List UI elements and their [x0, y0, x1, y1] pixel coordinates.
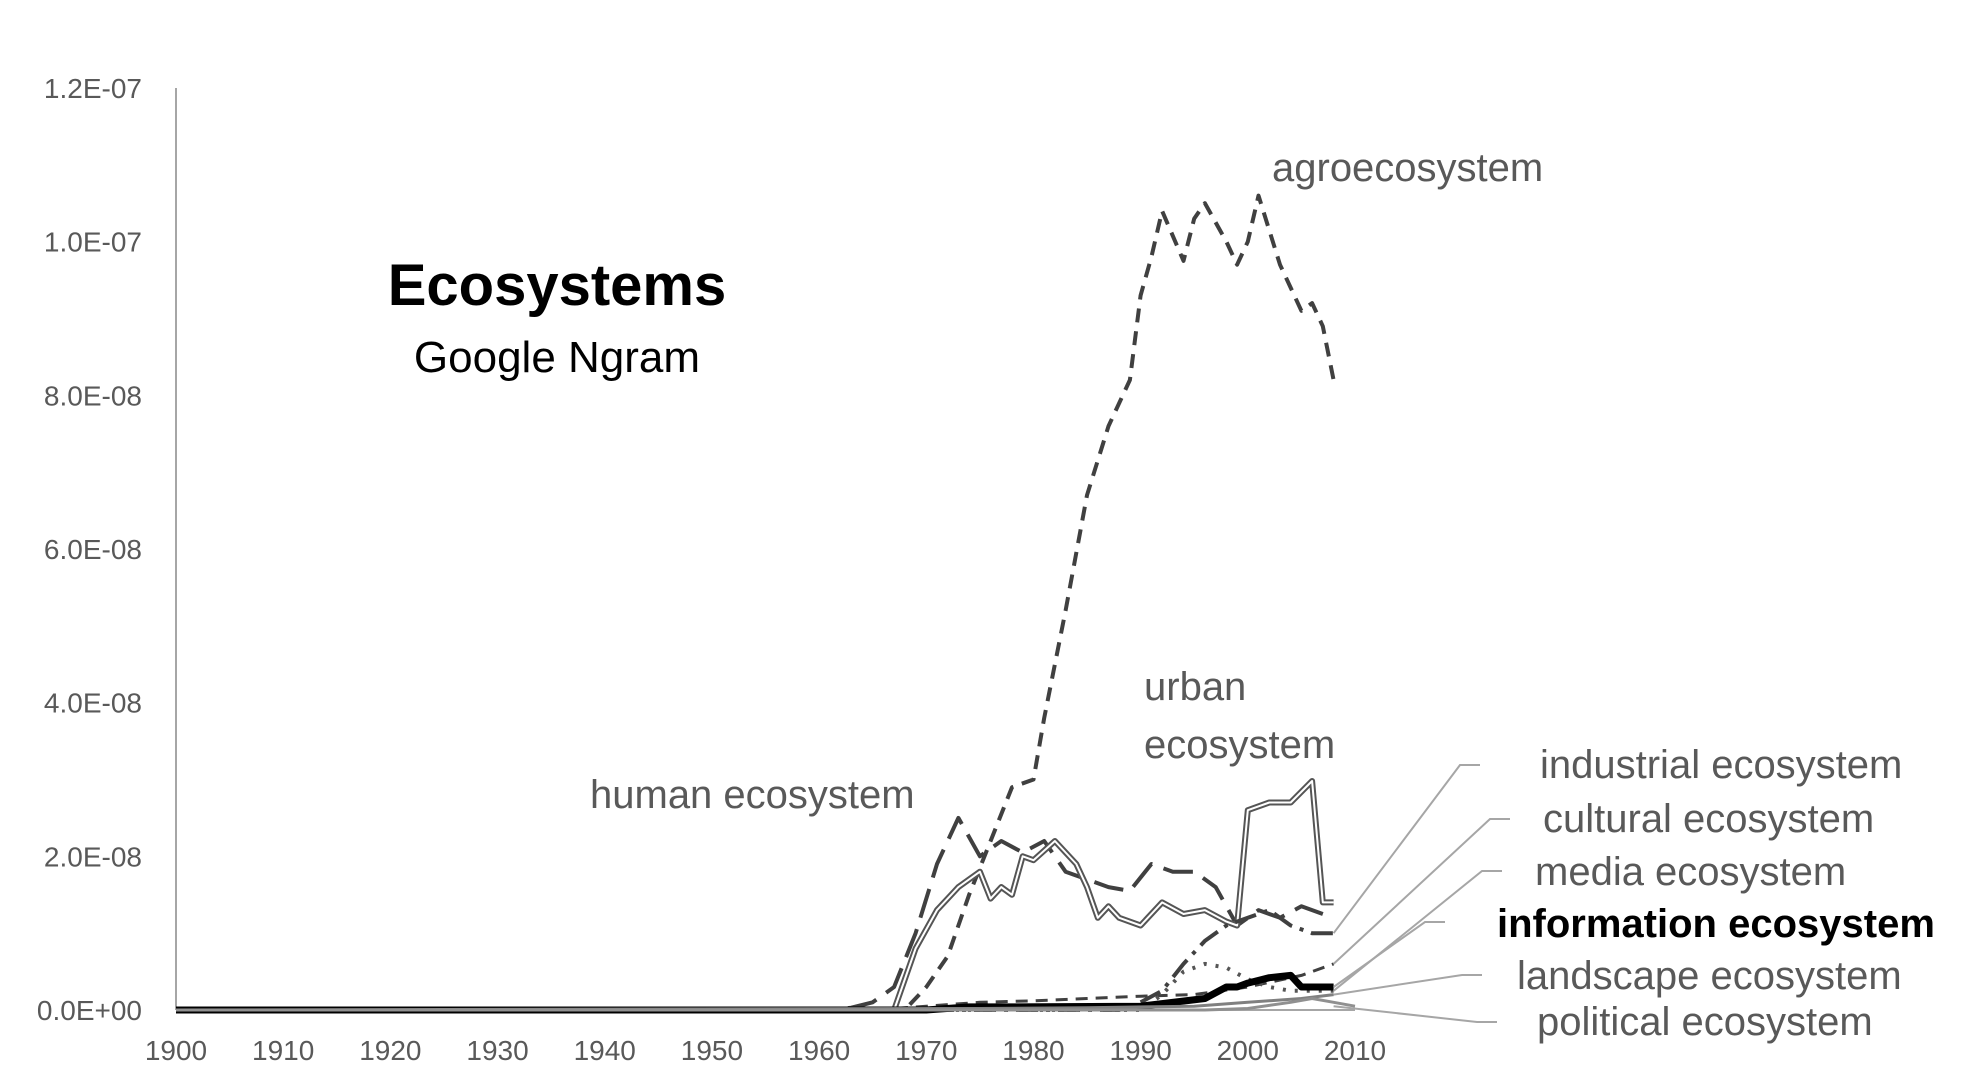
series-line-inner-urban-ecosystem [176, 780, 1334, 1011]
label-media-ecosystem: media ecosystem [1535, 850, 1846, 894]
x-tick-label: 1990 [1109, 1035, 1171, 1066]
label-political-ecosystem: political ecosystem [1537, 1000, 1873, 1044]
y-tick-label: 1.2E-07 [44, 73, 142, 104]
x-tick-label: 1900 [145, 1035, 207, 1066]
label-urban-line1: urban [1144, 665, 1246, 709]
label-information-ecosystem: information ecosystem [1497, 902, 1935, 946]
x-tick-label: 1980 [1002, 1035, 1064, 1066]
x-tick-label: 1970 [895, 1035, 957, 1066]
y-tick-label: 2.0E-08 [44, 841, 142, 872]
y-tick-label: 4.0E-08 [44, 688, 142, 719]
series-line-industrial-ecosystem [176, 908, 1334, 1012]
y-tick-label: 6.0E-08 [44, 534, 142, 565]
y-tick-label: 8.0E-08 [44, 380, 142, 411]
chart-subtitle: Google Ngram [414, 333, 700, 382]
leader-line [1332, 764, 1480, 934]
axes: 0.0E+00 2.0E-08 4.0E-08 6.0E-08 8.0E-08 1.0E-… [37, 73, 1386, 1066]
leader-line [1333, 1005, 1497, 1023]
series-labels: agroecosystem urban ecosystem human ecos… [590, 146, 1935, 1044]
x-tick-label: 1920 [359, 1035, 421, 1066]
series-line-cultural-ecosystem [176, 962, 1335, 1012]
series-line-human-ecosystem [176, 815, 1335, 1012]
x-tick-label: 2000 [1217, 1035, 1279, 1066]
x-tick-label: 1950 [681, 1035, 743, 1066]
label-urban-line2: ecosystem [1144, 723, 1335, 767]
leader-line [1333, 974, 1482, 996]
label-leader-lines [1332, 764, 1510, 1023]
series-line-agroecosystem [176, 193, 1336, 1012]
label-landscape-ecosystem: landscape ecosystem [1517, 954, 1902, 998]
series-line-political-ecosystem [176, 997, 1356, 1012]
y-tick-label: 1.0E-07 [44, 227, 142, 258]
x-tick-label: 1930 [466, 1035, 528, 1066]
x-tick-label: 1940 [574, 1035, 636, 1066]
label-industrial-ecosystem: industrial ecosystem [1540, 743, 1902, 787]
label-agroecosystem: agroecosystem [1272, 146, 1543, 190]
x-tick-label: 1960 [788, 1035, 850, 1066]
series-layer [175, 193, 1356, 1014]
y-tick-label: 0.0E+00 [37, 995, 142, 1026]
leader-line [1332, 818, 1510, 965]
series-line-information-ecosystem [176, 971, 1334, 1014]
chart-title: Ecosystems [388, 253, 727, 318]
leader-line [1332, 870, 1502, 992]
label-cultural-ecosystem: cultural ecosystem [1543, 797, 1874, 841]
x-tick-label: 1910 [252, 1035, 314, 1066]
label-human-ecosystem: human ecosystem [590, 773, 915, 817]
leader-line [1333, 921, 1445, 988]
x-tick-label: 2010 [1324, 1035, 1386, 1066]
